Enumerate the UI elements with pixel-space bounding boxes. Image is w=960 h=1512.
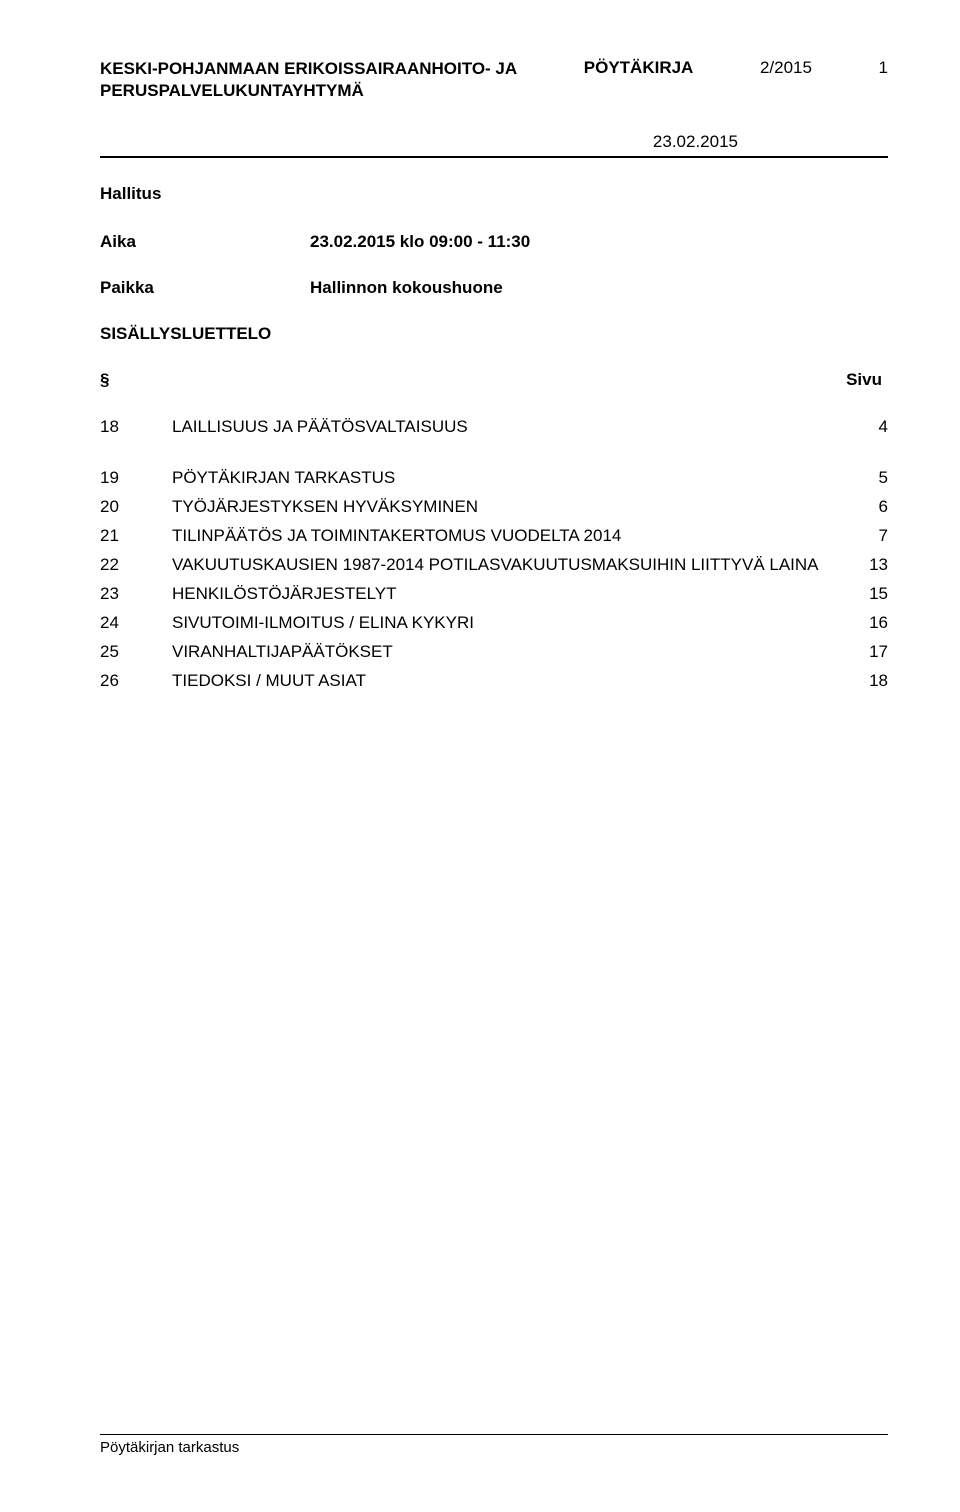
col-section: § [100,370,109,390]
document-number: 2/2015 [760,58,812,78]
toc-page: 6 [848,496,888,519]
time-row: Aika 23.02.2015 klo 09:00 - 11:30 [100,232,888,252]
toc-title: HENKILÖSTÖJÄRJESTELYT [172,583,848,606]
toc-page: 15 [848,583,888,606]
toc-row: 21 TILINPÄÄTÖS JA TOIMINTAKERTOMUS VUODE… [100,525,888,548]
toc-page: 16 [848,612,888,635]
time-value: 23.02.2015 klo 09:00 - 11:30 [310,232,530,252]
place-label: Paikka [100,278,310,298]
toc-title: VAKUUTUSKAUSIEN 1987-2014 POTILASVAKUUTU… [172,554,848,577]
toc-num: 24 [100,612,172,635]
toc-num: 26 [100,670,172,693]
footer-divider [100,1434,888,1435]
toc-gap [100,445,888,467]
toc-num: 20 [100,496,172,519]
header-row: KESKI-POHJANMAAN ERIKOISSAIRAANHOITO- JA… [100,58,888,102]
toc-num: 25 [100,641,172,664]
page-number: 1 [879,58,888,78]
toc-title: VIRANHALTIJAPÄÄTÖKSET [172,641,848,664]
toc-page: 13 [848,554,888,577]
toc-row: 26 TIEDOKSI / MUUT ASIAT 18 [100,670,888,693]
toc-page: 18 [848,670,888,693]
toc-row: 19 PÖYTÄKIRJAN TARKASTUS 5 [100,467,888,490]
toc-num: 21 [100,525,172,548]
organization-name: KESKI-POHJANMAAN ERIKOISSAIRAANHOITO- JA… [100,58,517,102]
toc-title: PÖYTÄKIRJAN TARKASTUS [172,467,848,490]
toc-page: 7 [848,525,888,548]
time-label: Aika [100,232,310,252]
toc-num: 19 [100,467,172,490]
toc-page: 5 [848,467,888,490]
header-date: 23.02.2015 [100,132,888,152]
place-row: Paikka Hallinnon kokoushuone [100,278,888,298]
place-value: Hallinnon kokoushuone [310,278,503,298]
toc-title: TILINPÄÄTÖS JA TOIMINTAKERTOMUS VUODELTA… [172,525,848,548]
toc-num: 23 [100,583,172,606]
toc-row: 22 VAKUUTUSKAUSIEN 1987-2014 POTILASVAKU… [100,554,888,577]
toc-row: 25 VIRANHALTIJAPÄÄTÖKSET 17 [100,641,888,664]
group-heading: Hallitus [100,184,888,204]
toc-page: 17 [848,641,888,664]
toc-heading: SISÄLLYSLUETTELO [100,324,888,344]
toc-row: 20 TYÖJÄRJESTYKSEN HYVÄKSYMINEN 6 [100,496,888,519]
toc-page: 4 [848,416,888,439]
org-line-1: KESKI-POHJANMAAN ERIKOISSAIRAANHOITO- JA [100,58,517,80]
toc-row: 23 HENKILÖSTÖJÄRJESTELYT 15 [100,583,888,606]
toc-title: TIEDOKSI / MUUT ASIAT [172,670,848,693]
toc-title: SIVUTOIMI-ILMOITUS / ELINA KYKYRI [172,612,848,635]
footer-text: Pöytäkirjan tarkastus [100,1439,888,1456]
col-page: Sivu [846,370,882,390]
toc-title: LAILLISUUS JA PÄÄTÖSVALTAISUUS [172,416,848,439]
footer: Pöytäkirjan tarkastus [100,1434,888,1456]
page-root: KESKI-POHJANMAAN ERIKOISSAIRAANHOITO- JA… [0,0,960,1512]
body: Hallitus Aika 23.02.2015 klo 09:00 - 11:… [100,184,888,692]
toc-title: TYÖJÄRJESTYKSEN HYVÄKSYMINEN [172,496,848,519]
toc-num: 22 [100,554,172,577]
org-line-2: PERUSPALVELUKUNTAYHTYMÄ [100,80,517,102]
toc-row: 18 LAILLISUUS JA PÄÄTÖSVALTAISUUS 4 [100,416,888,439]
header-divider [100,156,888,158]
toc-column-headers: § Sivu [100,370,888,390]
toc-row: 24 SIVUTOIMI-ILMOITUS / ELINA KYKYRI 16 [100,612,888,635]
document-type: PÖYTÄKIRJA [584,58,694,78]
toc-num: 18 [100,416,172,439]
